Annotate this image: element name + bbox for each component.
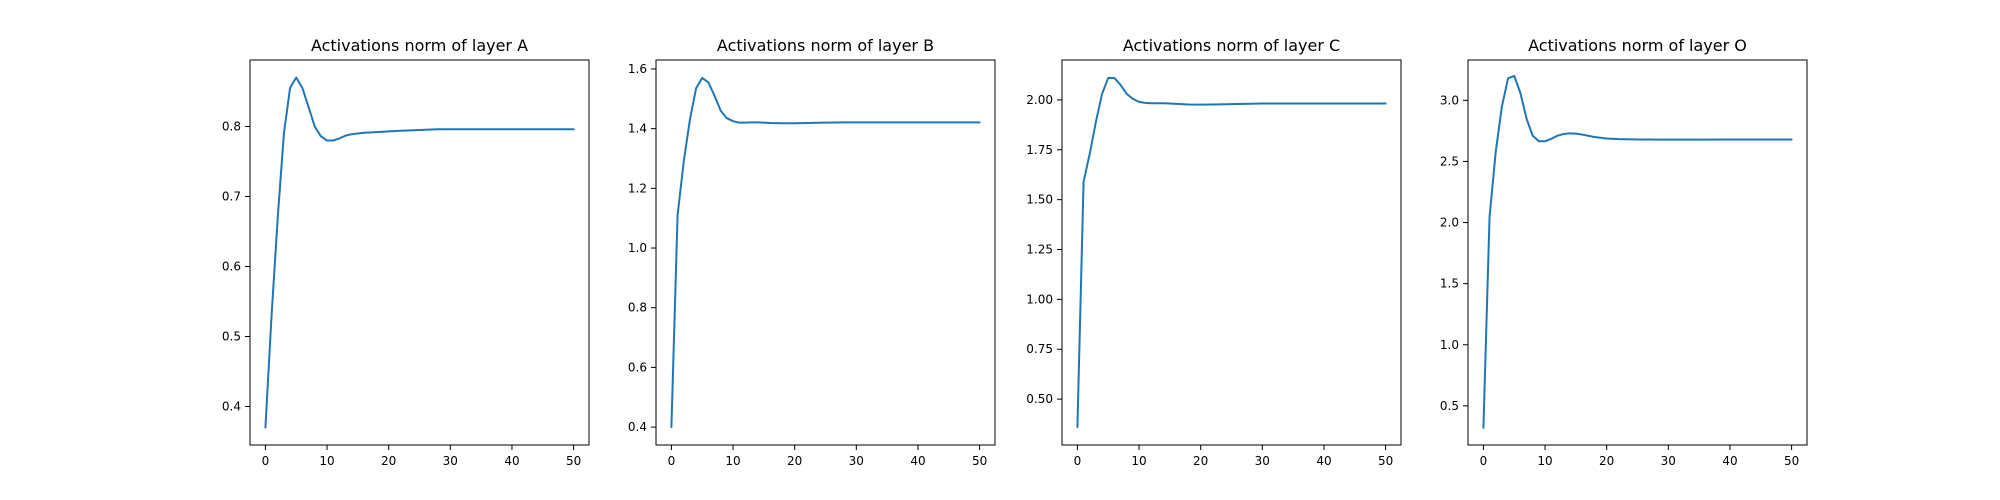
x-tick-label: 0 (668, 454, 676, 468)
y-tick-label: 1.00 (1026, 292, 1053, 306)
x-tick-label: 20 (787, 454, 802, 468)
x-tick-label: 10 (319, 454, 334, 468)
x-tick-label: 20 (1193, 454, 1208, 468)
x-tick-label: 40 (910, 454, 925, 468)
x-tick-label: 20 (381, 454, 396, 468)
y-tick-label: 0.6 (222, 260, 241, 274)
y-tick-label: 0.4 (222, 400, 241, 414)
y-tick-label: 1.4 (628, 122, 647, 136)
y-tick-label: 1.75 (1026, 143, 1053, 157)
y-tick-label: 0.50 (1026, 392, 1053, 406)
y-tick-label: 0.7 (222, 190, 241, 204)
y-tick-label: 2.00 (1026, 93, 1053, 107)
chart-panel-3: Activations norm of layer O 0 10 20 30 40 50 0.… (1440, 36, 1808, 468)
x-tick-label: 50 (972, 454, 987, 468)
x-tick-label: 40 (1316, 454, 1331, 468)
x-tick-label: 0 (1074, 454, 1082, 468)
y-tick-label: 0.4 (628, 420, 647, 434)
y-tick-label: 0.8 (222, 120, 241, 134)
y-tick-label: 0.5 (222, 330, 241, 344)
y-tick-label: 2.5 (1440, 154, 1459, 168)
y-tick-label: 0.8 (628, 301, 647, 315)
x-tick-label: 10 (725, 454, 740, 468)
x-tick-label: 10 (1131, 454, 1146, 468)
axes-frame (655, 59, 996, 446)
y-tick-label: 1.6 (628, 62, 647, 76)
x-tick-label: 30 (1661, 454, 1676, 468)
y-tick-label: 1.50 (1026, 193, 1053, 207)
chart-panel-0: Activations norm of layer A 0 10 20 30 40 50 0.… (222, 36, 590, 468)
y-tick-label: 1.25 (1026, 243, 1053, 257)
chart-panel-1: Activations norm of layer B 0 10 20 30 40 50 0.… (628, 36, 996, 468)
y-tick-label: 3.0 (1440, 93, 1459, 107)
chart-title: Activations norm of layer C (1123, 36, 1340, 55)
y-tick-label: 1.0 (628, 241, 647, 255)
x-tick-label: 30 (1255, 454, 1270, 468)
y-tick-label: 1.0 (1440, 338, 1459, 352)
series-line-0 (670, 76, 981, 429)
x-tick-label: 30 (849, 454, 864, 468)
x-tick-label: 10 (1537, 454, 1552, 468)
x-tick-label: 0 (262, 454, 270, 468)
x-tick-label: 40 (504, 454, 519, 468)
axes-frame (1467, 59, 1808, 446)
chart-title: Activations norm of layer B (717, 36, 934, 55)
y-tick-label: 0.5 (1440, 399, 1459, 413)
axes-frame (1061, 59, 1402, 446)
x-tick-label: 50 (566, 454, 581, 468)
x-tick-label: 0 (1480, 454, 1488, 468)
x-tick-label: 40 (1722, 454, 1737, 468)
series-line-0 (264, 76, 575, 429)
chart-title: Activations norm of layer O (1528, 36, 1747, 55)
x-tick-label: 30 (443, 454, 458, 468)
axes-frame (249, 59, 590, 446)
y-tick-label: 0.75 (1026, 342, 1053, 356)
y-tick-label: 0.6 (628, 360, 647, 374)
y-tick-label: 1.2 (628, 181, 647, 195)
x-tick-label: 50 (1784, 454, 1799, 468)
y-tick-label: 2.0 (1440, 216, 1459, 230)
series-line-0 (1482, 74, 1793, 429)
series-line-0 (1076, 76, 1387, 429)
chart-title: Activations norm of layer A (311, 36, 528, 55)
y-tick-label: 1.5 (1440, 277, 1459, 291)
x-tick-label: 20 (1599, 454, 1614, 468)
x-tick-label: 50 (1378, 454, 1393, 468)
chart-panel-2: Activations norm of layer C 0 10 20 30 40 50 0.… (1026, 36, 1402, 468)
